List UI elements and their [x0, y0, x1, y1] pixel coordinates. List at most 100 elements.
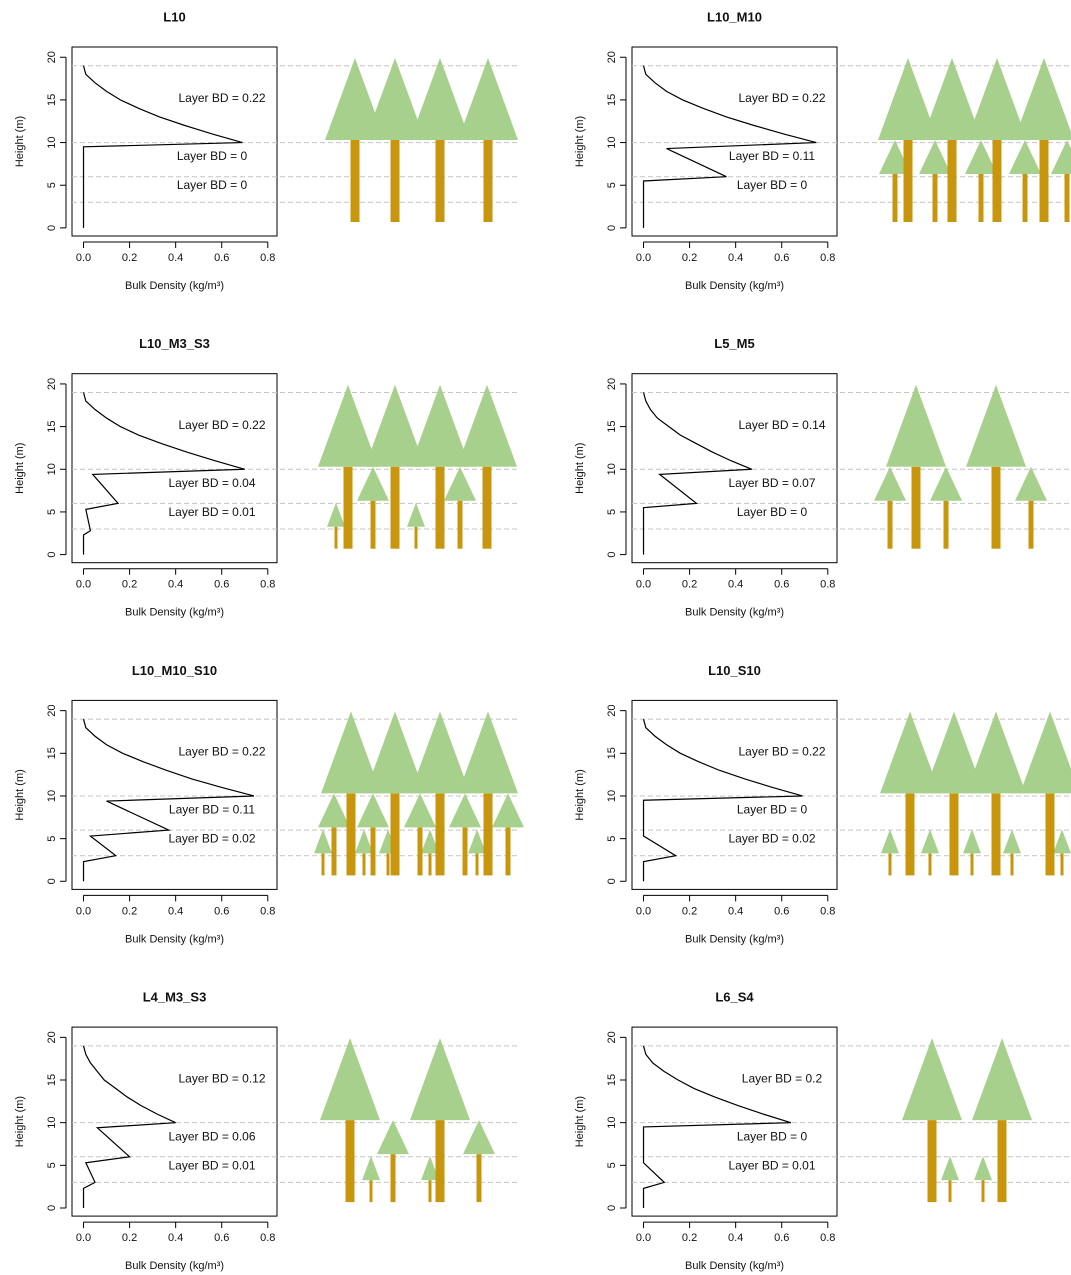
- x-tick-label: 0.4: [168, 252, 183, 264]
- x-tick-label: 0.2: [122, 579, 137, 591]
- tree-trunk: [932, 174, 938, 222]
- y-tick-label: 5: [46, 509, 58, 515]
- x-tick-label: 0.6: [214, 252, 229, 264]
- y-tick-label: 10: [46, 463, 58, 475]
- tree-trunk: [905, 793, 915, 876]
- layer-bd-label: Layer BD = 0.22: [178, 418, 265, 432]
- tree-crown: [410, 384, 470, 467]
- layer-bd-label: Layer BD = 0.14: [738, 418, 825, 432]
- tree-trunk: [362, 853, 366, 876]
- layer-bd-label: Layer BD = 0.11: [729, 149, 815, 163]
- tree-trunk: [1022, 174, 1028, 222]
- tree-trunk: [948, 1180, 952, 1203]
- tree-crown: [1053, 829, 1071, 854]
- y-tick-label: 0: [606, 878, 618, 884]
- tree-crown: [318, 793, 350, 828]
- tree-crown: [325, 58, 385, 140]
- y-tick-label: 15: [606, 94, 618, 106]
- tree-trunk: [462, 827, 468, 876]
- y-tick-label: 20: [606, 378, 618, 390]
- x-axis-label: Bulk Density (kg/m³): [125, 607, 224, 619]
- x-axis-label: Bulk Density (kg/m³): [125, 933, 224, 945]
- y-axis-label: Height (m): [574, 769, 586, 820]
- y-tick-label: 20: [46, 705, 58, 717]
- chart-title: L5_M5: [714, 336, 754, 351]
- tree-crown: [410, 711, 470, 794]
- y-tick-label: 5: [46, 836, 58, 842]
- tree-crown: [407, 502, 425, 527]
- tree-crown: [357, 466, 389, 501]
- tree-illustration: [325, 58, 518, 222]
- tree-trunk: [981, 1180, 985, 1203]
- tree-crown: [458, 711, 518, 794]
- density-profile: [82, 719, 255, 882]
- tree-trunk: [345, 1120, 355, 1203]
- panel: L6_S4 0 5 10 15 20 0.0 0.2 0.4 0.6 0.8 Bulk Density…: [574, 990, 1071, 1272]
- layer-bd-label: Layer BD = 0: [177, 178, 248, 192]
- y-tick-label: 15: [46, 420, 58, 432]
- tree-crown: [874, 466, 906, 501]
- tree-trunk: [321, 853, 325, 876]
- density-profile: [82, 65, 243, 228]
- tree-trunk: [887, 500, 893, 549]
- y-tick-label: 15: [606, 1074, 618, 1086]
- x-tick-label: 0.8: [820, 252, 835, 264]
- tree-trunk: [1010, 853, 1014, 876]
- y-tick-label: 5: [46, 1162, 58, 1168]
- chart-title: L10_M10_S10: [132, 663, 217, 678]
- tree-crown: [355, 829, 373, 854]
- tree-trunk: [435, 1120, 445, 1203]
- layer-bd-label: Layer BD = 0.07: [728, 476, 815, 490]
- chart-title: L10_M3_S3: [139, 336, 210, 351]
- panel: L10_S10 0 5 10 15 20 0.0 0.2 0.4 0.6 0.8 Bulk Densi…: [574, 663, 1071, 945]
- panel: L10_M10 0 5 10 15 20 0.0 0.2 0.4 0.6 0.8 Bulk Densi…: [574, 9, 1071, 292]
- tree-crown: [1015, 466, 1047, 501]
- tree-crown: [1020, 711, 1071, 794]
- layer-bd-label: Layer BD = 0.01: [168, 1158, 255, 1172]
- x-tick-label: 0.6: [774, 579, 789, 591]
- tree-crown: [362, 1156, 380, 1181]
- x-tick-label: 0.2: [682, 905, 697, 917]
- tree-crown: [886, 384, 946, 467]
- y-tick-label: 10: [606, 136, 618, 148]
- tree-crown: [327, 502, 345, 527]
- tree-crown: [449, 793, 481, 828]
- density-profile: [642, 719, 803, 882]
- density-profile: [82, 392, 245, 555]
- y-tick-label: 15: [46, 94, 58, 106]
- x-tick-label: 0.0: [636, 579, 651, 591]
- chart-title: L4_M3_S3: [143, 990, 207, 1005]
- x-tick-label: 0.4: [728, 905, 743, 917]
- x-tick-label: 0.4: [728, 579, 743, 591]
- y-tick-label: 20: [46, 378, 58, 390]
- layer-bd-label: Layer BD = 0.01: [168, 505, 255, 519]
- tree-crown: [1009, 140, 1041, 174]
- tree-crown: [365, 711, 425, 794]
- tree-trunk: [428, 1180, 432, 1203]
- x-tick-label: 0.2: [122, 905, 137, 917]
- layer-bd-label: Layer BD = 0: [737, 1129, 808, 1143]
- tree-trunk: [390, 1154, 396, 1203]
- tree-crown: [357, 793, 389, 828]
- tree-trunk: [483, 793, 493, 876]
- y-tick-label: 15: [606, 747, 618, 759]
- tree-illustration: [880, 711, 1071, 876]
- layer-bd-label: Layer BD = 0.22: [738, 91, 825, 105]
- x-tick-label: 0.0: [76, 905, 91, 917]
- plot-frame: [631, 46, 838, 237]
- layer-bd-label: Layer BD = 0: [737, 505, 808, 519]
- x-tick-label: 0.2: [122, 1232, 137, 1244]
- x-axis-label: Bulk Density (kg/m³): [125, 1260, 224, 1272]
- tree-trunk: [350, 140, 360, 222]
- tree-crown: [404, 793, 436, 828]
- tree-trunk: [1064, 174, 1070, 222]
- y-axis-label: Height (m): [14, 443, 26, 494]
- tree-trunk: [970, 853, 974, 876]
- y-tick-label: 5: [606, 509, 618, 515]
- plot-frame: [631, 373, 838, 564]
- y-tick-label: 20: [606, 705, 618, 717]
- tree-crown: [421, 1156, 439, 1181]
- y-tick-label: 0: [606, 1205, 618, 1211]
- x-tick-label: 0.4: [728, 1232, 743, 1244]
- tree-crown: [410, 58, 470, 140]
